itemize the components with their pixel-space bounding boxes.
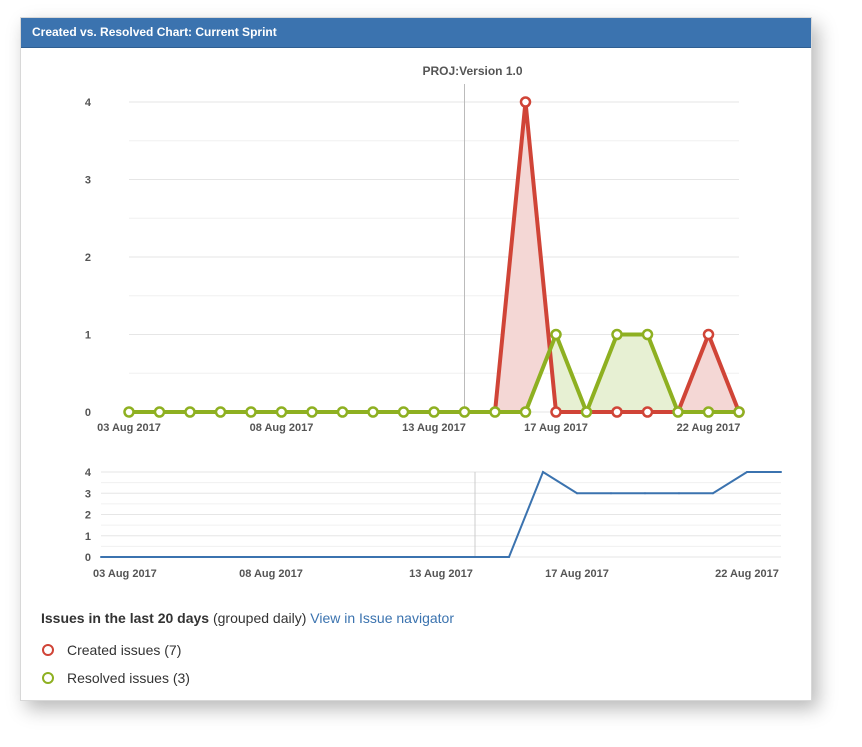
cumulative-point: [678, 492, 680, 495]
gadget-panel: Created vs. Resolved Chart: Current Spri…: [20, 17, 812, 701]
legend-item-created: Created issues (7): [41, 636, 454, 664]
legend: Issues in the last 20 days (grouped dail…: [41, 610, 454, 692]
x-tick-label: 17 Aug 2017: [545, 568, 609, 580]
legend-title: Issues in the last 20 days: [41, 610, 210, 626]
y-tick-label: 1: [85, 531, 91, 543]
x-tick-label: 08 Aug 2017: [250, 422, 314, 434]
resolved-point: [489, 406, 501, 418]
created-point: [641, 406, 654, 418]
legend-label-created: Created issues (7): [67, 642, 182, 658]
legend-label-resolved: Resolved issues (3): [67, 670, 190, 686]
x-tick-label: 22 Aug 2017: [677, 422, 741, 434]
resolved-point: [733, 406, 745, 418]
x-tick-label: 03 Aug 2017: [97, 422, 161, 434]
y-tick-label: 0: [85, 407, 91, 419]
y-tick-label: 3: [85, 175, 91, 187]
legend-title-row: Issues in the last 20 days (grouped dail…: [41, 610, 454, 626]
resolved-point: [550, 328, 562, 341]
cumulative-point: [440, 556, 442, 558]
cumulative-point: [610, 492, 612, 495]
cumulative-point: [508, 556, 510, 558]
gadget-title: Created vs. Resolved Chart: Current Spri…: [21, 18, 811, 48]
resolved-point: [641, 328, 654, 341]
cumulative-point: [644, 492, 646, 495]
y-tick-label: 2: [85, 252, 91, 264]
x-tick-label: 22 Aug 2017: [715, 568, 779, 580]
resolved-point: [428, 406, 440, 418]
y-tick-label: 4: [85, 467, 92, 479]
cumulative-point: [406, 556, 408, 558]
y-tick-label: 3: [85, 488, 91, 500]
resolved-marker-icon: [42, 672, 54, 684]
cumulative-point: [474, 556, 476, 558]
resolved-point: [275, 406, 288, 418]
x-tick-label: 17 Aug 2017: [524, 422, 588, 434]
resolved-point: [702, 406, 715, 418]
legend-grouping: (grouped daily): [212, 610, 307, 626]
resolved-point: [519, 406, 532, 418]
x-tick-label: 03 Aug 2017: [93, 568, 157, 580]
y-tick-label: 2: [85, 510, 91, 522]
resolved-point: [580, 406, 593, 418]
cumulative-point: [202, 556, 204, 558]
x-tick-label: 13 Aug 2017: [409, 568, 473, 580]
legend-item-resolved: Resolved issues (3): [41, 664, 454, 692]
cumulative-point: [780, 471, 782, 473]
resolved-point: [153, 406, 166, 418]
issue-navigator-link[interactable]: View in Issue navigator: [310, 610, 454, 626]
x-tick-label: 08 Aug 2017: [239, 568, 303, 580]
cumulative-point: [338, 556, 340, 558]
y-tick-label: 4: [85, 97, 92, 109]
created-point: [519, 96, 532, 108]
created-vs-resolved-chart: 0 1 2 3 4 03 Aug 2017 08 Aug 2017 13 Aug 2017 17…: [85, 64, 745, 434]
resolved-point: [367, 406, 379, 418]
cumulative-point: [746, 471, 748, 473]
cumulative-point: [576, 492, 578, 495]
created-point: [550, 406, 562, 418]
created-point: [611, 406, 623, 418]
resolved-point: [672, 406, 684, 418]
cumulative-point: [168, 556, 170, 558]
resolved-point: [397, 406, 410, 418]
cumulative-point: [712, 492, 714, 495]
resolved-point: [214, 406, 227, 418]
created-marker-icon: [42, 644, 54, 656]
resolved-point: [336, 406, 349, 418]
created-point: [702, 328, 715, 341]
resolved-point: [245, 406, 257, 418]
cumulative-chart: 0 1 2 3 4 03 Aug 2017 08 Aug 2017 13 Aug 2017 17…: [85, 467, 782, 580]
cumulative-point: [372, 556, 374, 558]
cumulative-point: [100, 556, 102, 558]
y-tick-label: 1: [85, 330, 91, 342]
resolved-point: [184, 406, 196, 418]
resolved-point: [306, 406, 318, 418]
resolved-point: [458, 406, 471, 418]
version-marker-label: PROJ:Version 1.0: [422, 64, 522, 78]
cumulative-point: [304, 556, 306, 558]
resolved-point: [123, 406, 135, 418]
cumulative-point: [134, 556, 136, 558]
resolved-area-fill: [617, 334, 648, 412]
cumulative-point: [270, 556, 272, 558]
resolved-point: [611, 328, 623, 341]
y-tick-label: 0: [85, 552, 91, 564]
x-tick-label: 13 Aug 2017: [402, 422, 466, 434]
cumulative-point: [236, 556, 238, 558]
cumulative-point: [542, 471, 544, 473]
